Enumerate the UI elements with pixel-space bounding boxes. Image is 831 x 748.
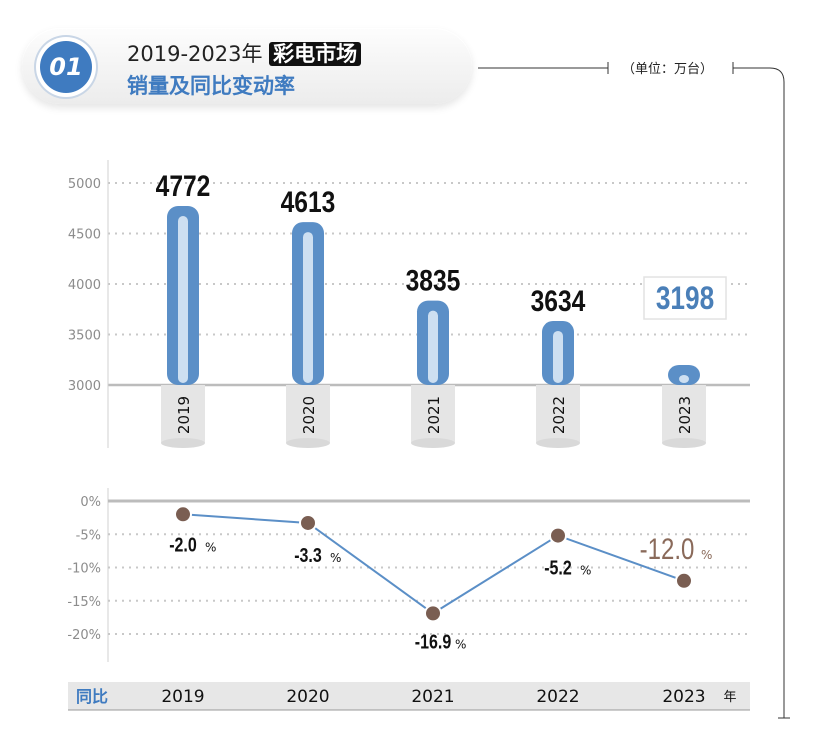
line-y-tick-label: -20% bbox=[67, 628, 101, 643]
line-value-label-group: -5.2% bbox=[544, 557, 591, 579]
bar-value-label: 3634 bbox=[531, 284, 586, 318]
bar-base bbox=[536, 385, 580, 443]
bar-category-label: 2020 bbox=[300, 396, 318, 434]
row-label: 同比 bbox=[76, 687, 108, 706]
line-value-percent-sign: % bbox=[330, 551, 341, 565]
line-value-label: -5.2 bbox=[544, 557, 572, 579]
x-axis-category-label: 2022 bbox=[536, 687, 579, 707]
line-y-tick-label: 0% bbox=[80, 495, 101, 510]
line-point bbox=[174, 505, 192, 524]
line-series bbox=[182, 513, 685, 615]
bar-category-label: 2023 bbox=[676, 396, 694, 434]
bar-y-tick-label: 4000 bbox=[68, 278, 101, 293]
line-chart: 0%-5%-10%-15%-20%-2.0% -3.3 %-16.9 %-5.2 %-1… bbox=[67, 488, 750, 662]
line-y-tick-label: -10% bbox=[67, 562, 101, 577]
line-value-percent-sign: % bbox=[701, 548, 712, 562]
bar-base-bottom bbox=[411, 438, 455, 448]
title-years: 2019-2023年 bbox=[127, 42, 263, 66]
line-value-label: -12.0 bbox=[640, 531, 695, 565]
bar-highlight bbox=[178, 216, 188, 383]
bar-highlight bbox=[679, 375, 689, 383]
line-value-label: -2.0 bbox=[169, 534, 197, 556]
bar-category-label: 2021 bbox=[425, 396, 443, 434]
bar-base bbox=[161, 385, 205, 443]
line-point bbox=[675, 571, 693, 590]
title-banner bbox=[22, 28, 472, 104]
line-point bbox=[549, 526, 567, 545]
line-value-label-group: -2.0% bbox=[169, 534, 216, 556]
bar-base bbox=[286, 385, 330, 443]
bar-highlight bbox=[553, 330, 563, 383]
bar-highlight bbox=[303, 232, 313, 383]
x-axis-category-label: 2023 bbox=[662, 687, 705, 707]
bar-value-label: 4613 bbox=[281, 185, 336, 219]
bar-chart: 5000 4500 4000 3500 3000 2019 4772 2020 4613 2021… bbox=[68, 160, 750, 448]
chart-title-line2: 销量及同比变动率 bbox=[127, 74, 295, 98]
line-point bbox=[299, 513, 317, 532]
line-value-percent-sign: % bbox=[205, 540, 216, 554]
bar-base-bottom bbox=[536, 438, 580, 448]
bar-y-tick-label: 4500 bbox=[68, 228, 101, 243]
x-axis-band bbox=[68, 682, 750, 710]
bar-y-tick-label: 5000 bbox=[68, 177, 101, 192]
bar-value-label: 4772 bbox=[156, 169, 211, 203]
line-y-tick-label: -5% bbox=[76, 528, 101, 543]
line-value-percent-sign: % bbox=[455, 637, 466, 651]
line-point bbox=[424, 604, 442, 623]
chart-title-line1: 2019-2023年 彩电市场 bbox=[127, 38, 362, 68]
bar-base bbox=[411, 385, 455, 443]
bar-highlight bbox=[428, 310, 438, 383]
bar-base bbox=[662, 385, 706, 443]
line-y-tick-label: -15% bbox=[67, 595, 101, 610]
x-axis: 同比 2019 2020 2021 2022 2023 年 bbox=[76, 687, 737, 707]
bar-category-label: 2019 bbox=[175, 396, 193, 434]
bar-y-tick-label: 3000 bbox=[68, 379, 101, 394]
bar bbox=[668, 365, 700, 385]
line-value-percent-sign: % bbox=[580, 564, 591, 578]
line-value-label: -16.9 bbox=[415, 631, 451, 653]
bar-base-bottom bbox=[662, 438, 706, 448]
line-value-label-group: -3.3% bbox=[294, 544, 341, 566]
line-value-label-group: -16.9% bbox=[415, 631, 467, 653]
title-highlight: 彩电市场 bbox=[269, 42, 362, 66]
side-bracket-line bbox=[733, 67, 785, 718]
section-number-badge: 01 bbox=[40, 41, 92, 93]
line-value-label-group: -12.0% bbox=[640, 531, 713, 565]
x-axis-category-label: 2019 bbox=[161, 687, 204, 707]
unit-label: （单位：万台） bbox=[622, 62, 714, 77]
line-value-label: -3.3 bbox=[294, 544, 322, 566]
bar-base-bottom bbox=[286, 438, 330, 448]
x-axis-unit-label: 年 bbox=[723, 690, 736, 705]
bar-value-label-box bbox=[643, 276, 727, 320]
bar-category-label: 2022 bbox=[550, 396, 568, 434]
bar-value-label: 3198 bbox=[656, 282, 714, 317]
bar-y-tick-label: 3500 bbox=[68, 329, 101, 344]
x-axis-category-label: 2021 bbox=[411, 687, 454, 707]
bar-value-label: 3835 bbox=[406, 263, 461, 297]
x-axis-category-label: 2020 bbox=[286, 687, 329, 707]
bar-base-bottom bbox=[161, 438, 205, 448]
